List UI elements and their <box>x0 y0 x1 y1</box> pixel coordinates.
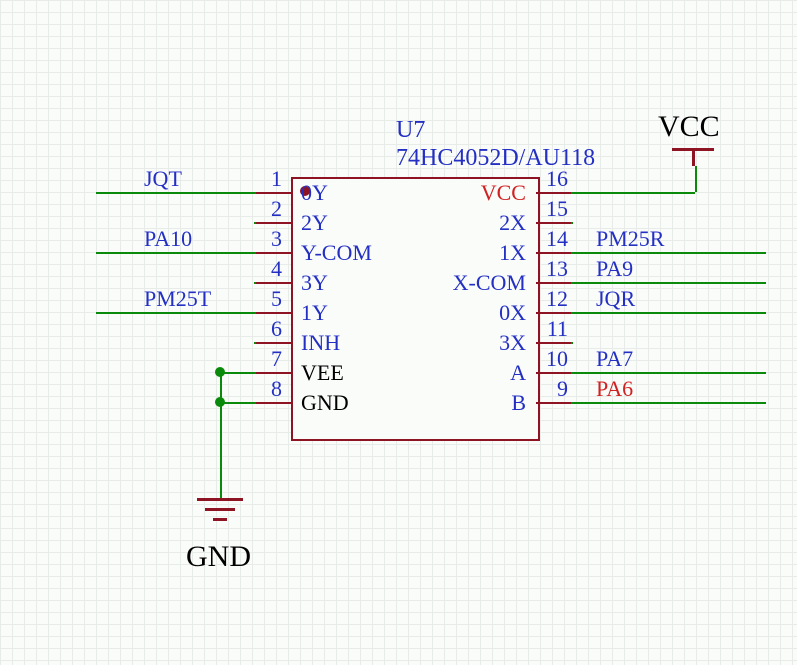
pin-label-15: 2X <box>499 210 526 236</box>
pin-number-14: 14 <box>538 226 568 252</box>
pin-number-4: 4 <box>271 256 282 282</box>
pin-number-10: 10 <box>538 346 568 372</box>
pin-line-10 <box>536 372 571 374</box>
pin-line-4 <box>256 282 291 284</box>
pin-number-16: 16 <box>538 166 568 192</box>
pin-line-16 <box>536 192 571 194</box>
vcc-label: VCC <box>658 110 720 144</box>
wire-PA10 <box>96 252 256 254</box>
pin-number-7: 7 <box>271 346 282 372</box>
pin-line-1 <box>256 192 291 194</box>
pin-line-6 <box>256 342 291 344</box>
netlabel-PA6: PA6 <box>596 376 633 402</box>
pin-line-7 <box>256 372 291 374</box>
netlabel-PA10: PA10 <box>144 226 192 252</box>
gnd-label: GND <box>186 540 251 574</box>
pin-number-9: 9 <box>538 376 568 402</box>
stub-l-342 <box>254 342 256 344</box>
pin-line-8 <box>256 402 291 404</box>
stub-r-342 <box>571 342 573 344</box>
netlabel-JQT: JQT <box>144 166 182 192</box>
gnd-bar-0 <box>197 498 243 501</box>
netlabel-PA9: PA9 <box>596 256 633 282</box>
pin-label-7: VEE <box>301 360 344 386</box>
pin-label-2: 2Y <box>301 210 328 236</box>
gnd-bar-1 <box>205 508 235 511</box>
wire-JQT <box>96 192 256 194</box>
stub-r-222 <box>571 222 573 224</box>
pin-label-5: 1Y <box>301 300 328 326</box>
pin-number-15: 15 <box>538 196 568 222</box>
pin-label-4: 3Y <box>301 270 328 296</box>
netlabel-PA7: PA7 <box>596 346 633 372</box>
pin-number-13: 13 <box>538 256 568 282</box>
wire-gnd-402 <box>220 402 256 404</box>
pin-label-12: 0X <box>499 300 526 326</box>
pin-label-6: INH <box>301 330 340 356</box>
pin-number-3: 3 <box>271 226 282 252</box>
netlabel-PM25T: PM25T <box>144 286 211 312</box>
wire-PM25T <box>96 312 256 314</box>
wire-gnd-372 <box>220 372 256 374</box>
stub-l-222 <box>254 222 256 224</box>
pin-line-9 <box>536 402 571 404</box>
pin-label-9: B <box>511 390 526 416</box>
pin-number-1: 1 <box>271 166 282 192</box>
pin-line-3 <box>256 252 291 254</box>
junction <box>215 367 225 377</box>
designator: U7 <box>396 117 425 144</box>
gnd-bar-2 <box>213 518 227 521</box>
wire-PM25R <box>571 252 766 254</box>
wire-vcc-h <box>571 192 695 194</box>
pin-label-16: VCC <box>481 180 526 206</box>
stub-l-282 <box>254 282 256 284</box>
wire-vcc-v <box>695 166 697 192</box>
pin-line-11 <box>536 342 571 344</box>
pin-line-5 <box>256 312 291 314</box>
wire-PA7 <box>571 372 766 374</box>
netlabel-JQR: JQR <box>596 286 635 312</box>
pin-line-15 <box>536 222 571 224</box>
pin-number-6: 6 <box>271 316 282 342</box>
pin-label-13: X-COM <box>453 270 526 296</box>
pin-label-10: A <box>510 360 526 386</box>
wire-PA6 <box>571 402 766 404</box>
pin-number-5: 5 <box>271 286 282 312</box>
junction <box>215 397 225 407</box>
pin-label-11: 3X <box>499 330 526 356</box>
pin-number-2: 2 <box>271 196 282 222</box>
wire-PA9 <box>571 282 766 284</box>
pin-number-11: 11 <box>538 316 568 342</box>
pin-number-8: 8 <box>271 376 282 402</box>
pin-line-13 <box>536 282 571 284</box>
wire-JQR <box>571 312 766 314</box>
pin-line-2 <box>256 222 291 224</box>
pin-label-3: Y-COM <box>301 240 372 266</box>
netlabel-PM25R: PM25R <box>596 226 664 252</box>
pin-number-12: 12 <box>538 286 568 312</box>
pin-line-12 <box>536 312 571 314</box>
pin-label-8: GND <box>301 390 349 416</box>
wire-gnd-vert <box>220 372 222 498</box>
pin-label-14: 1X <box>499 240 526 266</box>
pin-line-14 <box>536 252 571 254</box>
vcc-symbol-stem <box>692 148 695 166</box>
pin-label-1: 0Y <box>301 180 328 206</box>
